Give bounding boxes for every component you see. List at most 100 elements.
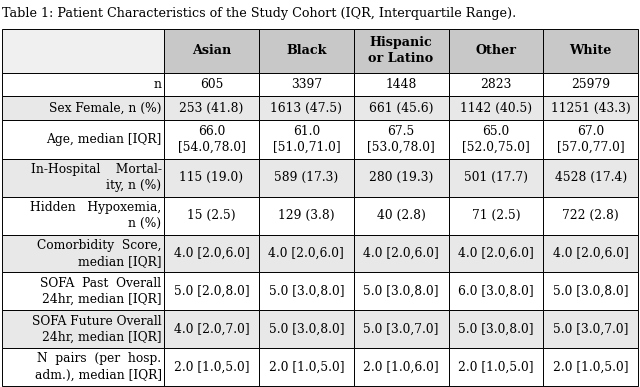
Text: N  pairs  (per  hosp.
adm.), median [IQR]: N pairs (per hosp. adm.), median [IQR] [35, 353, 161, 382]
Bar [259, 197, 354, 235]
Bar [449, 348, 543, 386]
Text: 5.0 [3.0,8.0]: 5.0 [3.0,8.0] [553, 285, 628, 298]
Text: 71 (2.5): 71 (2.5) [472, 209, 520, 222]
Bar [543, 310, 638, 348]
Bar [259, 120, 354, 159]
Bar [164, 272, 259, 310]
Bar [2, 272, 164, 310]
Text: 6.0 [3.0,8.0]: 6.0 [3.0,8.0] [458, 285, 534, 298]
Text: 4.0 [2.0,6.0]: 4.0 [2.0,6.0] [458, 247, 534, 260]
Text: 1142 (40.5): 1142 (40.5) [460, 102, 532, 115]
Text: Comorbidity  Score,
median [IQR]: Comorbidity Score, median [IQR] [37, 239, 161, 268]
Text: 129 (3.8): 129 (3.8) [278, 209, 335, 222]
Bar [543, 73, 638, 96]
Text: 2.0 [1.0,6.0]: 2.0 [1.0,6.0] [364, 360, 439, 373]
Bar [543, 235, 638, 272]
Bar [164, 120, 259, 159]
Bar [2, 159, 164, 197]
Bar [164, 159, 259, 197]
Text: 4.0 [2.0,6.0]: 4.0 [2.0,6.0] [268, 247, 344, 260]
Bar [354, 235, 449, 272]
Text: 67.0
[57.0,77.0]: 67.0 [57.0,77.0] [557, 125, 625, 154]
Text: 5.0 [2.0,8.0]: 5.0 [2.0,8.0] [173, 285, 250, 298]
Bar [164, 73, 259, 96]
Text: 253 (41.8): 253 (41.8) [179, 102, 244, 115]
Text: 1613 (47.5): 1613 (47.5) [270, 102, 342, 115]
Text: 661 (45.6): 661 (45.6) [369, 102, 433, 115]
Text: 501 (17.7): 501 (17.7) [464, 171, 528, 184]
Text: n: n [154, 78, 161, 91]
Bar [164, 29, 259, 73]
Text: 5.0 [3.0,7.0]: 5.0 [3.0,7.0] [553, 323, 628, 336]
Bar [543, 348, 638, 386]
Text: SOFA  Past  Overall
24hr, median [IQR]: SOFA Past Overall 24hr, median [IQR] [40, 277, 161, 306]
Text: 5.0 [3.0,8.0]: 5.0 [3.0,8.0] [458, 323, 534, 336]
Text: 4.0 [2.0,6.0]: 4.0 [2.0,6.0] [173, 247, 250, 260]
Bar [449, 73, 543, 96]
Bar [2, 348, 164, 386]
Text: Table 1: Patient Characteristics of the Study Cohort (IQR, Interquartile Range).: Table 1: Patient Characteristics of the … [2, 7, 516, 20]
Bar [354, 120, 449, 159]
Text: 40 (2.8): 40 (2.8) [377, 209, 426, 222]
Bar [164, 310, 259, 348]
Text: Age, median [IQR]: Age, median [IQR] [46, 133, 161, 146]
Bar [543, 120, 638, 159]
Bar [2, 120, 164, 159]
Bar [543, 197, 638, 235]
Bar [354, 73, 449, 96]
Text: Black: Black [286, 45, 326, 57]
Text: 2823: 2823 [480, 78, 511, 91]
Text: 2.0 [1.0,5.0]: 2.0 [1.0,5.0] [269, 360, 344, 373]
Bar [259, 73, 354, 96]
Bar [259, 310, 354, 348]
Bar [449, 197, 543, 235]
Text: 589 (17.3): 589 (17.3) [274, 171, 339, 184]
Text: 722 (2.8): 722 (2.8) [563, 209, 619, 222]
Bar [259, 159, 354, 197]
Bar [164, 348, 259, 386]
Bar [2, 197, 164, 235]
Text: 4.0 [2.0,6.0]: 4.0 [2.0,6.0] [364, 247, 439, 260]
Text: Hispanic
or Latino: Hispanic or Latino [369, 36, 434, 65]
Bar [543, 96, 638, 120]
Bar [259, 96, 354, 120]
Text: 2.0 [1.0,5.0]: 2.0 [1.0,5.0] [174, 360, 250, 373]
Text: 5.0 [3.0,8.0]: 5.0 [3.0,8.0] [269, 285, 344, 298]
Bar [164, 96, 259, 120]
Text: 5.0 [3.0,8.0]: 5.0 [3.0,8.0] [269, 323, 344, 336]
Bar [449, 235, 543, 272]
Bar [449, 310, 543, 348]
Text: Other: Other [476, 45, 516, 57]
Text: Hidden   Hypoxemia,
n (%): Hidden Hypoxemia, n (%) [30, 201, 161, 230]
Text: SOFA Future Overall
24hr, median [IQR]: SOFA Future Overall 24hr, median [IQR] [32, 315, 161, 344]
Bar [164, 235, 259, 272]
Text: 4.0 [2.0,6.0]: 4.0 [2.0,6.0] [553, 247, 628, 260]
Text: 61.0
[51.0,71.0]: 61.0 [51.0,71.0] [273, 125, 340, 154]
Text: 3397: 3397 [291, 78, 322, 91]
Bar [449, 272, 543, 310]
Text: 5.0 [3.0,8.0]: 5.0 [3.0,8.0] [364, 285, 439, 298]
Bar [354, 29, 449, 73]
Text: 11251 (43.3): 11251 (43.3) [551, 102, 630, 115]
Bar [543, 272, 638, 310]
Bar [2, 310, 164, 348]
Bar [354, 348, 449, 386]
Text: Sex Female, n (%): Sex Female, n (%) [49, 102, 161, 115]
Bar [354, 96, 449, 120]
Text: 2.0 [1.0,5.0]: 2.0 [1.0,5.0] [553, 360, 628, 373]
Text: 25979: 25979 [571, 78, 611, 91]
Bar [259, 29, 354, 73]
Text: In-Hospital    Mortal-
ity, n (%): In-Hospital Mortal- ity, n (%) [31, 163, 161, 192]
Bar [449, 96, 543, 120]
Text: 65.0
[52.0,75.0]: 65.0 [52.0,75.0] [462, 125, 530, 154]
Bar [354, 310, 449, 348]
Text: 4.0 [2.0,7.0]: 4.0 [2.0,7.0] [173, 323, 250, 336]
Text: Asian: Asian [192, 45, 231, 57]
Text: 115 (19.0): 115 (19.0) [179, 171, 244, 184]
Bar [259, 235, 354, 272]
Text: 4528 (17.4): 4528 (17.4) [555, 171, 627, 184]
Bar [2, 29, 164, 73]
Text: 2.0 [1.0,5.0]: 2.0 [1.0,5.0] [458, 360, 534, 373]
Bar [354, 197, 449, 235]
Bar [543, 159, 638, 197]
